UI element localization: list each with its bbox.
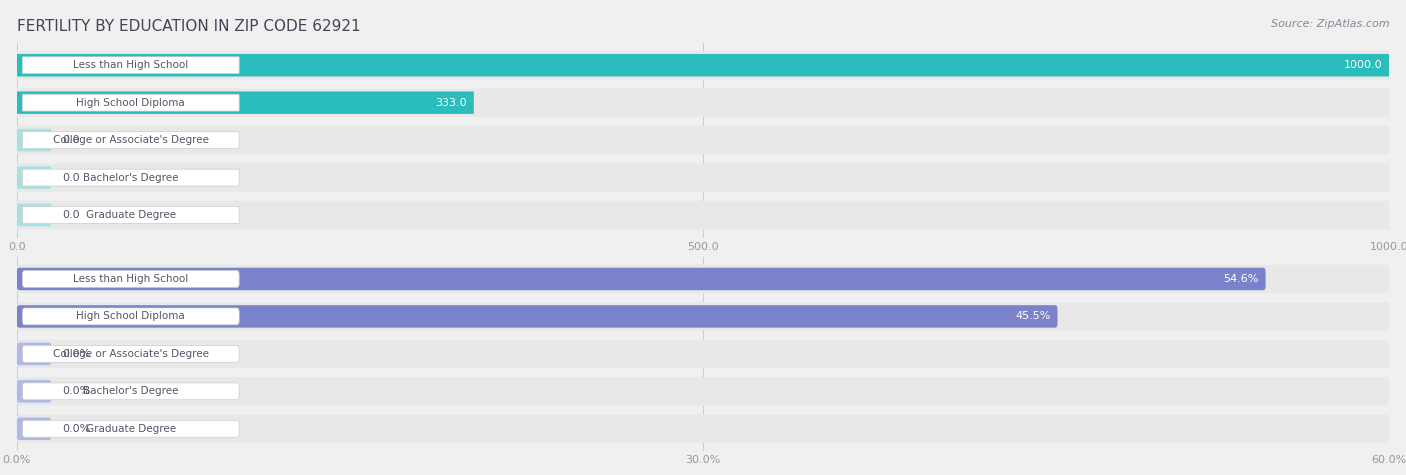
FancyBboxPatch shape xyxy=(17,163,1389,192)
Text: 0.0%: 0.0% xyxy=(62,349,90,359)
FancyBboxPatch shape xyxy=(17,377,1389,406)
Text: 0.0%: 0.0% xyxy=(62,424,90,434)
FancyBboxPatch shape xyxy=(17,129,51,152)
Text: College or Associate's Degree: College or Associate's Degree xyxy=(53,135,208,145)
FancyBboxPatch shape xyxy=(17,268,1265,290)
FancyBboxPatch shape xyxy=(17,88,1389,117)
FancyBboxPatch shape xyxy=(22,308,239,325)
FancyBboxPatch shape xyxy=(22,207,239,223)
FancyBboxPatch shape xyxy=(17,201,1389,229)
FancyBboxPatch shape xyxy=(17,305,1057,328)
FancyBboxPatch shape xyxy=(17,418,51,440)
Text: Graduate Degree: Graduate Degree xyxy=(86,210,176,220)
FancyBboxPatch shape xyxy=(17,126,1389,154)
FancyBboxPatch shape xyxy=(22,345,239,362)
Text: 54.6%: 54.6% xyxy=(1223,274,1258,284)
FancyBboxPatch shape xyxy=(17,51,1389,79)
FancyBboxPatch shape xyxy=(22,132,239,149)
Text: Source: ZipAtlas.com: Source: ZipAtlas.com xyxy=(1271,19,1389,29)
FancyBboxPatch shape xyxy=(22,271,239,287)
FancyBboxPatch shape xyxy=(22,420,239,437)
Text: Less than High School: Less than High School xyxy=(73,60,188,70)
FancyBboxPatch shape xyxy=(17,340,1389,368)
Text: Bachelor's Degree: Bachelor's Degree xyxy=(83,172,179,182)
FancyBboxPatch shape xyxy=(17,415,1389,443)
Text: 1000.0: 1000.0 xyxy=(1344,60,1382,70)
Text: 0.0: 0.0 xyxy=(62,172,80,182)
Text: High School Diploma: High School Diploma xyxy=(76,98,186,108)
Text: Graduate Degree: Graduate Degree xyxy=(86,424,176,434)
Text: Bachelor's Degree: Bachelor's Degree xyxy=(83,386,179,396)
FancyBboxPatch shape xyxy=(17,204,51,226)
FancyBboxPatch shape xyxy=(17,380,51,403)
FancyBboxPatch shape xyxy=(22,94,239,111)
FancyBboxPatch shape xyxy=(17,342,51,365)
Text: 45.5%: 45.5% xyxy=(1015,312,1050,322)
FancyBboxPatch shape xyxy=(17,166,51,189)
Text: FERTILITY BY EDUCATION IN ZIP CODE 62921: FERTILITY BY EDUCATION IN ZIP CODE 62921 xyxy=(17,19,360,34)
FancyBboxPatch shape xyxy=(17,91,474,114)
FancyBboxPatch shape xyxy=(17,265,1389,293)
Text: 0.0: 0.0 xyxy=(62,210,80,220)
FancyBboxPatch shape xyxy=(22,57,239,74)
Text: 0.0%: 0.0% xyxy=(62,386,90,396)
Text: 0.0: 0.0 xyxy=(62,135,80,145)
Text: Less than High School: Less than High School xyxy=(73,274,188,284)
Text: High School Diploma: High School Diploma xyxy=(76,312,186,322)
FancyBboxPatch shape xyxy=(17,54,1389,76)
Text: 333.0: 333.0 xyxy=(436,98,467,108)
FancyBboxPatch shape xyxy=(17,302,1389,331)
Text: College or Associate's Degree: College or Associate's Degree xyxy=(53,349,208,359)
FancyBboxPatch shape xyxy=(22,169,239,186)
FancyBboxPatch shape xyxy=(22,383,239,400)
